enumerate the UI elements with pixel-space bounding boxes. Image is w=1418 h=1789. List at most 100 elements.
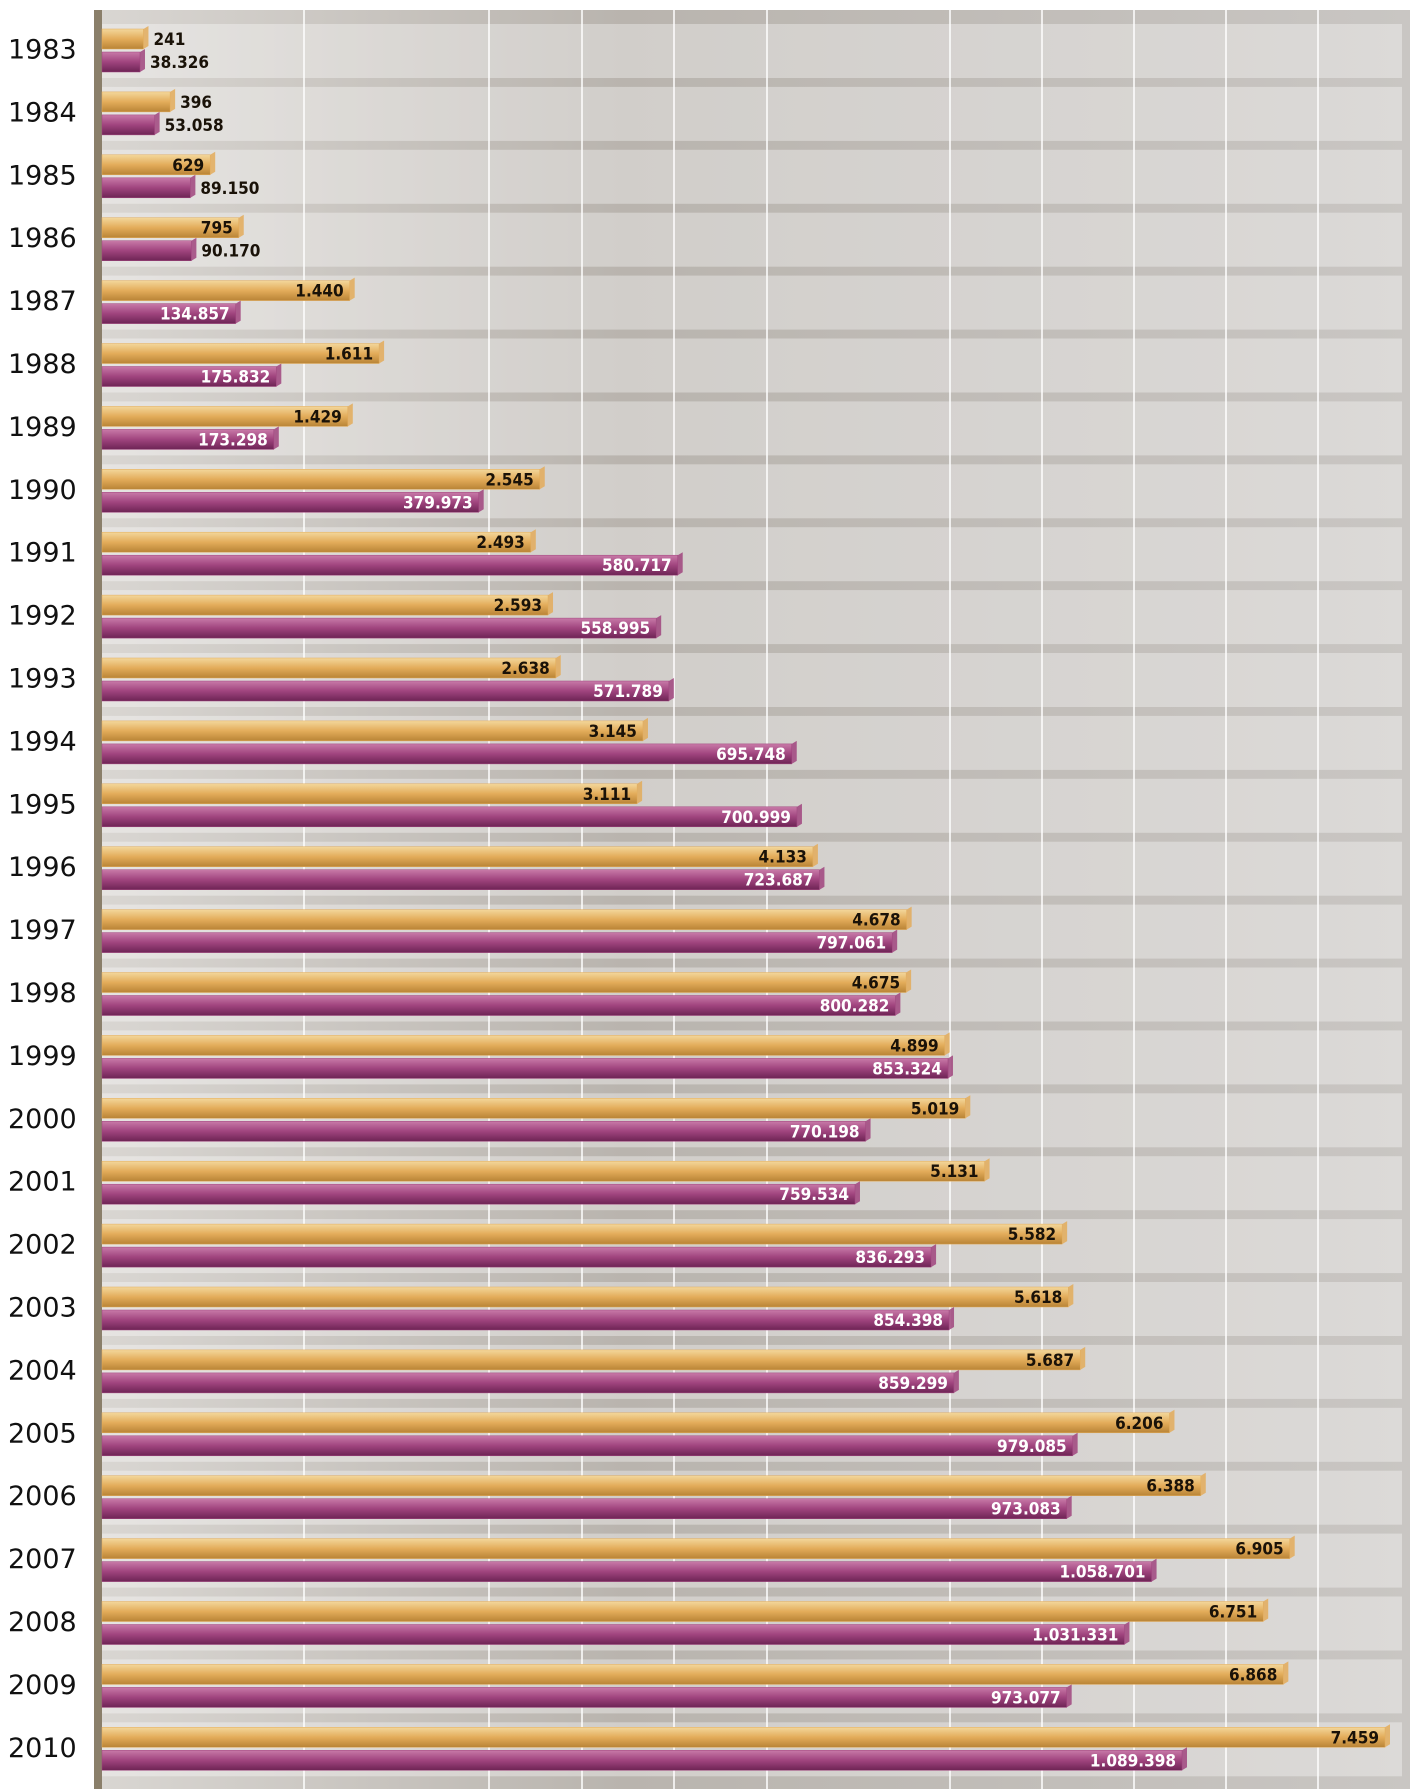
value-label: 6.206 bbox=[1115, 1414, 1163, 1434]
value-label: 5.131 bbox=[930, 1162, 978, 1182]
y-tick-label: 2004 bbox=[8, 1355, 77, 1386]
y-tick-label: 1988 bbox=[8, 349, 77, 380]
bar bbox=[101, 617, 657, 639]
value-label: 759.534 bbox=[779, 1185, 849, 1205]
value-label: 797.061 bbox=[817, 934, 887, 954]
value-label: 379.973 bbox=[403, 493, 473, 513]
plot: 1983 241 38.326 1984 396 53.058 1985 629 89.150 1… bbox=[8, 24, 1402, 1777]
bar bbox=[101, 1058, 949, 1079]
bar-end bbox=[668, 678, 674, 701]
bar bbox=[101, 720, 644, 742]
bar bbox=[101, 1664, 1284, 1685]
value-label: 173.298 bbox=[198, 430, 268, 450]
value-label: 38.326 bbox=[150, 53, 209, 73]
bar-end bbox=[1080, 1346, 1086, 1370]
y-tick-label: 1986 bbox=[8, 223, 77, 254]
bar bbox=[101, 1246, 932, 1268]
value-label: 6.388 bbox=[1146, 1477, 1194, 1497]
bar bbox=[101, 1349, 1081, 1371]
value-label: 1.429 bbox=[293, 407, 341, 427]
bar-end bbox=[1289, 1535, 1295, 1559]
y-tick-label: 2009 bbox=[8, 1670, 77, 1701]
value-label: 853.324 bbox=[872, 1059, 942, 1079]
value-label: 5.019 bbox=[911, 1099, 959, 1119]
bar bbox=[101, 51, 141, 73]
value-label: 5.687 bbox=[1026, 1351, 1074, 1371]
bar-end bbox=[1283, 1661, 1289, 1685]
bar-end bbox=[210, 151, 216, 175]
y-tick-label: 1987 bbox=[8, 286, 77, 317]
y-tick-label: 1999 bbox=[8, 1041, 77, 1072]
value-label: 4.133 bbox=[759, 848, 807, 868]
bar-end bbox=[1151, 1558, 1157, 1582]
bar-end bbox=[1068, 1284, 1074, 1307]
bar bbox=[101, 91, 171, 113]
bar bbox=[101, 1098, 966, 1119]
bar-end bbox=[1062, 1221, 1068, 1245]
value-label: 1.031.331 bbox=[1032, 1626, 1118, 1646]
value-label: 558.995 bbox=[581, 619, 651, 639]
bar-end bbox=[677, 552, 683, 576]
y-tick-label: 2003 bbox=[8, 1293, 77, 1324]
value-label: 854.398 bbox=[873, 1311, 943, 1331]
value-label: 700.999 bbox=[721, 808, 791, 828]
value-label: 973.077 bbox=[991, 1688, 1061, 1708]
bar-end bbox=[865, 1118, 871, 1142]
y-tick-label: 1985 bbox=[8, 160, 77, 191]
bar-end bbox=[642, 717, 648, 741]
y-tick-label: 2000 bbox=[8, 1104, 77, 1135]
bar bbox=[101, 594, 549, 616]
bar bbox=[101, 1412, 1170, 1434]
bar bbox=[101, 531, 532, 553]
value-label: 979.085 bbox=[997, 1437, 1067, 1457]
value-label: 175.832 bbox=[201, 368, 271, 388]
value-label: 6.751 bbox=[1209, 1603, 1257, 1623]
bar-end bbox=[637, 780, 643, 804]
value-label: 723.687 bbox=[744, 871, 814, 891]
bar bbox=[101, 680, 670, 702]
bar bbox=[101, 995, 896, 1016]
bar bbox=[101, 1601, 1264, 1622]
value-label: 241 bbox=[153, 30, 185, 50]
bar-end bbox=[235, 300, 241, 324]
bar bbox=[101, 1435, 1073, 1457]
bar-end bbox=[190, 174, 196, 198]
value-label: 5.618 bbox=[1014, 1288, 1062, 1308]
value-label: 2.638 bbox=[501, 659, 549, 679]
bar-end bbox=[1066, 1684, 1072, 1708]
bar-end bbox=[1066, 1495, 1072, 1519]
bar-end bbox=[347, 403, 353, 427]
bar-end bbox=[191, 237, 197, 261]
y-tick-label: 1989 bbox=[8, 412, 77, 443]
value-label: 90.170 bbox=[201, 242, 260, 262]
bar bbox=[101, 1035, 945, 1056]
bar bbox=[101, 1183, 856, 1205]
bar-end bbox=[944, 1032, 950, 1056]
bar-end bbox=[791, 740, 797, 764]
value-label: 4.899 bbox=[890, 1036, 938, 1056]
bar bbox=[101, 240, 192, 261]
value-label: 2.545 bbox=[485, 470, 533, 490]
bar-end bbox=[379, 340, 385, 364]
bar-end bbox=[1385, 1724, 1390, 1748]
y-tick-label: 2006 bbox=[8, 1481, 77, 1512]
bar-end bbox=[812, 843, 818, 867]
value-label: 859.299 bbox=[878, 1374, 948, 1394]
bar bbox=[101, 1727, 1386, 1748]
bar-end bbox=[906, 906, 912, 930]
bar bbox=[101, 657, 557, 679]
bar-end bbox=[238, 214, 244, 238]
bar bbox=[101, 869, 820, 890]
bar bbox=[101, 806, 798, 828]
bar-end bbox=[984, 1158, 990, 1182]
value-label: 4.678 bbox=[852, 911, 900, 931]
value-label: 53.058 bbox=[165, 116, 224, 136]
y-tick-label: 2002 bbox=[8, 1230, 77, 1261]
y-tick-label: 1991 bbox=[8, 538, 77, 569]
y-tick-label: 1984 bbox=[8, 97, 77, 128]
bar bbox=[101, 1309, 950, 1331]
bar bbox=[101, 1160, 985, 1182]
bar-end bbox=[143, 26, 149, 49]
y-tick-label: 1998 bbox=[8, 978, 77, 1009]
